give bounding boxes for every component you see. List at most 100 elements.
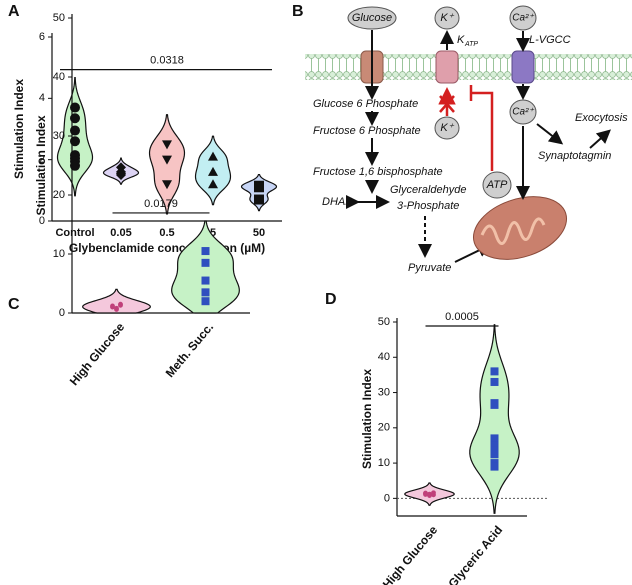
y-tick-label: 0 <box>384 492 390 504</box>
metabolite: DHAP <box>322 196 353 208</box>
point <box>162 140 172 150</box>
x-tick-label: Meth. Succ. <box>163 320 217 380</box>
panel-letter: C <box>8 296 20 313</box>
metabolite: 3-Phosphate <box>397 200 459 212</box>
x-tick-label: 50 <box>253 227 265 239</box>
point <box>490 462 499 471</box>
katp-channel <box>435 50 459 84</box>
block <box>439 95 455 113</box>
point <box>490 400 499 409</box>
arrow <box>536 123 564 145</box>
point <box>110 304 115 310</box>
node <box>482 171 512 199</box>
y-tick-label: 50 <box>378 316 390 328</box>
x-tick-label: Control <box>55 227 94 239</box>
point <box>490 441 499 450</box>
channel-label: ATP <box>464 41 478 48</box>
y-tick-label: 10 <box>53 248 65 260</box>
y-axis-label: Stimulation Index <box>360 369 374 469</box>
y-tick-label: 40 <box>378 351 390 363</box>
point <box>490 377 499 386</box>
arrow <box>589 129 611 149</box>
y-tick-label: 30 <box>53 130 65 142</box>
y-tick-label: 10 <box>378 457 390 469</box>
y-axis-label: Stimulation Index <box>12 79 26 179</box>
point <box>201 258 210 267</box>
y-tick-label: 20 <box>378 422 390 434</box>
violin <box>240 173 278 212</box>
point <box>208 151 218 161</box>
y-tick-label: 50 <box>53 12 65 24</box>
node-label: K⁺ <box>440 12 454 24</box>
inhibition <box>469 85 494 171</box>
metabolite: Pyruvate <box>408 262 451 274</box>
point <box>423 492 428 497</box>
x-tick-label: 0.05 <box>110 227 131 239</box>
node-label: K⁺ <box>440 122 454 134</box>
node <box>434 6 460 30</box>
point <box>116 170 126 180</box>
point <box>162 155 172 165</box>
point <box>208 179 218 189</box>
y-axis-label: Stimulation Index <box>34 115 48 215</box>
point <box>254 182 264 193</box>
metabolite: Fructose 1,6 bisphosphate <box>313 166 443 178</box>
y-tick-label: 2 <box>39 154 45 166</box>
y-tick-label: 0 <box>59 307 65 319</box>
point <box>490 367 499 376</box>
node <box>347 6 397 30</box>
node <box>509 5 537 31</box>
point <box>114 307 119 312</box>
point <box>254 194 264 205</box>
node-label: ATP <box>486 179 508 191</box>
node <box>509 99 537 125</box>
point <box>201 297 210 306</box>
lvgcc-channel <box>511 50 535 84</box>
node-label: Glucose <box>352 12 392 24</box>
cristae <box>480 217 546 245</box>
panel-letter: D <box>325 291 337 308</box>
violin <box>171 220 240 314</box>
point <box>208 166 218 176</box>
point <box>490 450 499 459</box>
point <box>162 180 172 190</box>
y-tick-label: 40 <box>53 71 65 83</box>
point <box>201 247 210 256</box>
y-tick-label: 6 <box>39 31 45 43</box>
point <box>201 288 210 297</box>
y-tick-label: 30 <box>378 386 390 398</box>
channel-label: L-VGCC <box>529 34 571 46</box>
node-label: Synaptotagmin <box>538 150 611 162</box>
p-value: 0.0005 <box>445 311 479 323</box>
metabolite: Fructose 6 Phosphate <box>313 125 421 137</box>
x-tick-label: High Glucose <box>380 523 441 585</box>
point <box>201 276 210 285</box>
point <box>427 493 432 498</box>
node-label: Exocytosis <box>575 112 628 124</box>
metabolite: Glyceraldehyde <box>390 184 466 196</box>
point <box>118 302 123 308</box>
y-tick-label: 4 <box>39 92 45 104</box>
p-value: 0.0318 <box>150 55 184 67</box>
channel-label: K <box>457 34 465 46</box>
x-axis-label: Glybenclamide concentration (µM) <box>69 241 265 255</box>
metabolite: Glucose 6 Phosphate <box>313 98 418 110</box>
violin <box>82 288 151 314</box>
point <box>431 490 436 496</box>
x-tick-label: 5 <box>210 227 216 239</box>
x-tick-label: Glyceric Acid <box>445 523 505 585</box>
y-tick-label: 20 <box>53 189 65 201</box>
x-tick-label: High Glucose <box>67 320 128 388</box>
membrane <box>305 54 632 80</box>
node-label: Ca²⁺ <box>512 13 534 24</box>
node-label: Ca²⁺ <box>512 107 534 118</box>
node <box>434 116 460 140</box>
p-value: 0.0179 <box>144 198 178 210</box>
pathway-diagram: B Glucose K⁺ Ca²⁺ K ATP L-VGCC Glucose 6… <box>292 3 632 274</box>
panel-letter: A <box>8 3 20 20</box>
y-tick-label: 0 <box>39 215 45 227</box>
violin <box>469 324 520 514</box>
panel-letter: B <box>292 3 304 20</box>
x-tick-label: 0.5 <box>159 227 174 239</box>
